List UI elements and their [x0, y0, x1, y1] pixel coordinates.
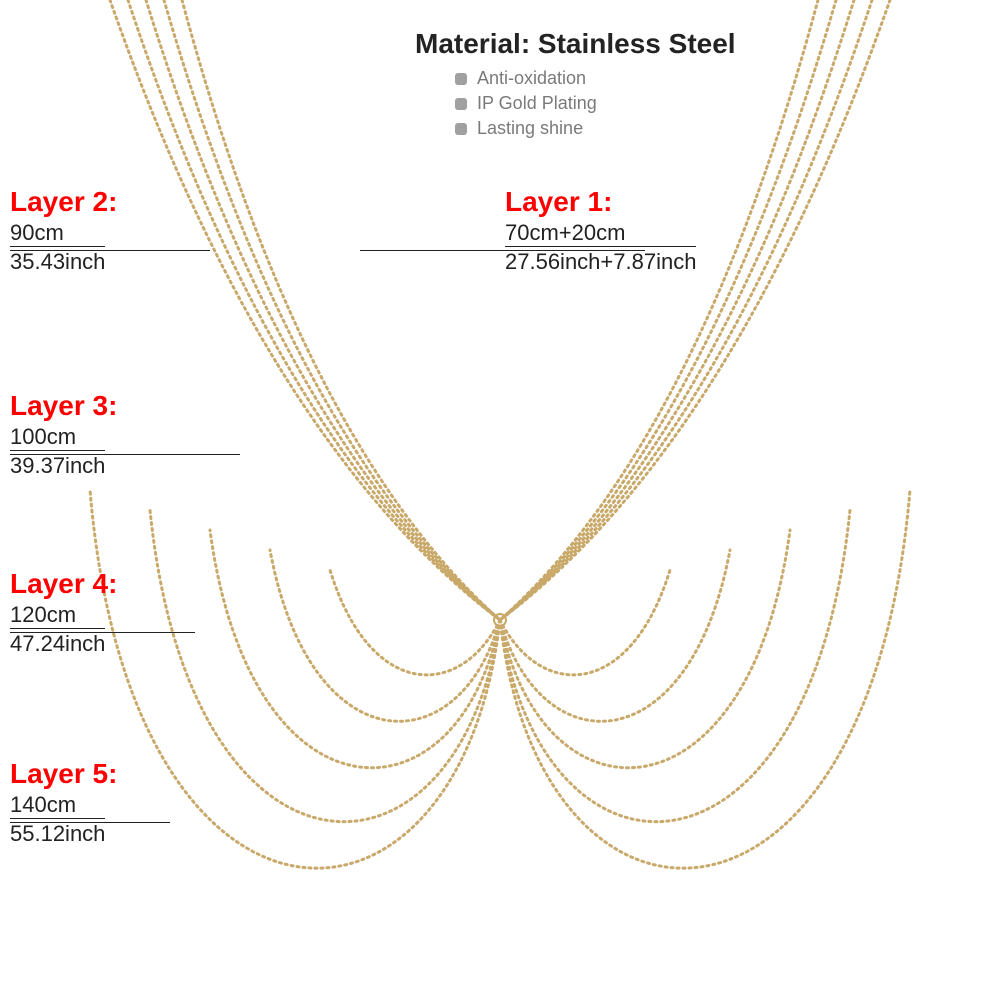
material-feature-text: Lasting shine [477, 118, 583, 139]
layer-label-1: Layer 1:70cm+20cm27.56inch+7.87inch [505, 186, 696, 275]
dimension-line [10, 454, 240, 455]
material-feature: Lasting shine [455, 118, 736, 139]
material-feature-text: Anti-oxidation [477, 68, 586, 89]
layer-name: Layer 3: [10, 390, 117, 422]
material-block: Material: Stainless Steel Anti-oxidation… [415, 28, 736, 143]
material-feature: Anti-oxidation [455, 68, 736, 89]
layer-name: Layer 5: [10, 758, 117, 790]
layer-name: Layer 1: [505, 186, 696, 218]
layer-label-3: Layer 3:100cm39.37inch [10, 390, 117, 479]
layer-label-5: Layer 5:140cm55.12inch [10, 758, 117, 847]
material-title: Material: Stainless Steel [415, 28, 736, 60]
layer-cm: 120cm [10, 602, 117, 628]
material-feature-text: IP Gold Plating [477, 93, 597, 114]
layer-label-2: Layer 2:90cm35.43inch [10, 186, 117, 275]
material-feature: IP Gold Plating [455, 93, 736, 114]
layer-name: Layer 4: [10, 568, 117, 600]
layer-name: Layer 2: [10, 186, 117, 218]
dimension-line [10, 822, 170, 823]
layer-cm: 100cm [10, 424, 117, 450]
layer-label-4: Layer 4:120cm47.24inch [10, 568, 117, 657]
layer-cm: 70cm+20cm [505, 220, 696, 246]
dimension-line [10, 250, 210, 251]
dimension-line [10, 632, 195, 633]
layer-cm: 140cm [10, 792, 117, 818]
bullet-icon [455, 98, 467, 110]
bullet-icon [455, 73, 467, 85]
dimension-line [360, 250, 645, 251]
necklace-diagram [0, 0, 1000, 1000]
layer-cm: 90cm [10, 220, 117, 246]
bullet-icon [455, 123, 467, 135]
